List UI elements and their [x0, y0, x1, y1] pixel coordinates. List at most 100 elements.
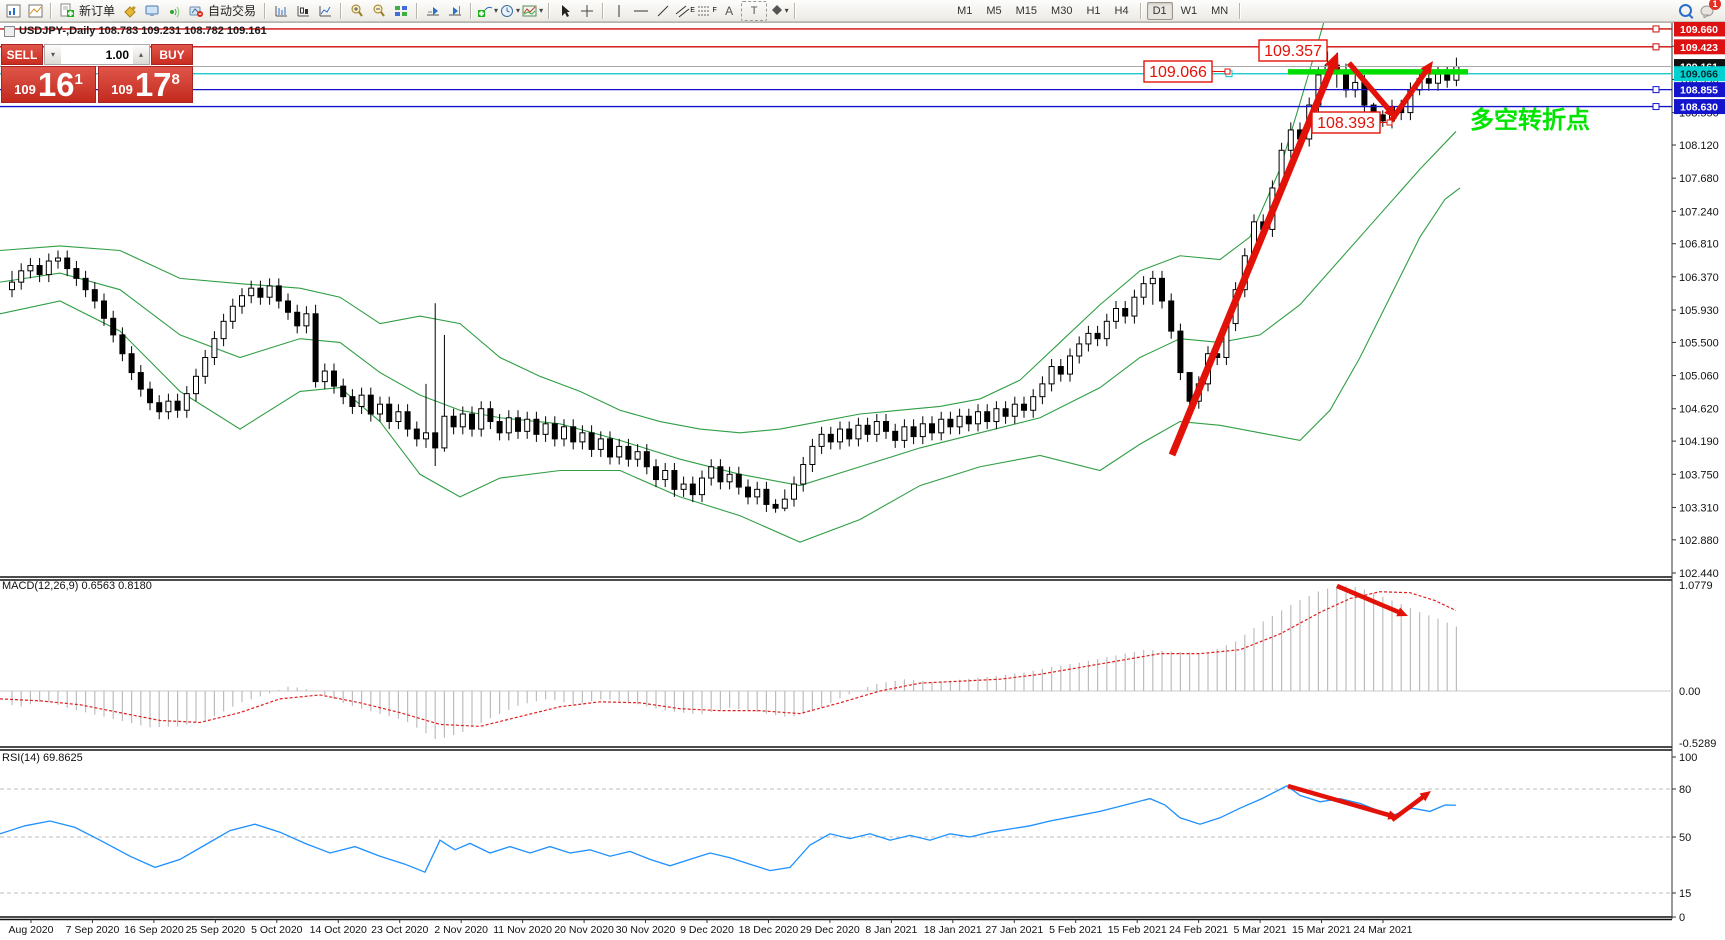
text-button[interactable]: A: [725, 3, 734, 18]
volume-down-button[interactable]: ▾: [45, 45, 61, 64]
svg-text:106.370: 106.370: [1679, 272, 1719, 284]
text-label-button[interactable]: T: [741, 0, 768, 21]
svg-text:1.0779: 1.0779: [1679, 580, 1713, 592]
trendline-button[interactable]: [653, 2, 673, 20]
templates-button[interactable]: ▾: [522, 2, 543, 20]
cursor-button[interactable]: [555, 2, 575, 20]
tf-h1[interactable]: H1: [1086, 4, 1101, 17]
bollinger-bands: [0, 23, 1461, 543]
separator: [470, 2, 473, 19]
svg-text:27 Jan 2021: 27 Jan 2021: [985, 924, 1043, 936]
buy-price[interactable]: 109 17 8: [98, 66, 193, 103]
notifications-icon[interactable]: 1: [1697, 0, 1721, 20]
date-axis[interactable]: Aug 2020 7 Sep 2020 16 Sep 2020 25 Sep 2020…: [9, 919, 1413, 937]
svg-text:103.310: 103.310: [1679, 502, 1719, 514]
svg-text:100: 100: [1679, 752, 1697, 764]
chart-line-icon[interactable]: [315, 2, 335, 20]
separator: [50, 2, 52, 19]
new-order-button[interactable]: [57, 2, 77, 20]
volume-up-button[interactable]: ▴: [133, 45, 149, 64]
rsi-label: RSI(14) 69.8625: [2, 752, 83, 764]
svg-text:2 Nov 2020: 2 Nov 2020: [434, 924, 488, 936]
tf-mn[interactable]: MN: [1211, 4, 1229, 17]
toolbar: 新订单 自动交易 ▾: [0, 0, 1725, 22]
svg-text:29 Dec 2020: 29 Dec 2020: [800, 924, 860, 936]
new-order-label[interactable]: 新订单: [79, 4, 116, 18]
svg-text:30 Nov 2020: 30 Nov 2020: [616, 924, 676, 936]
sell-button[interactable]: SELL: [1, 44, 43, 65]
svg-text:Aug 2020: Aug 2020: [9, 924, 54, 936]
auto-trading-icon[interactable]: [186, 2, 206, 20]
symbol-ohlc-line: USDJPY-,Daily 108.783 109.231 108.782 10…: [4, 25, 267, 37]
chart-profile-icon[interactable]: [25, 2, 45, 20]
fibonacci-button[interactable]: F: [698, 6, 717, 15]
tf-h4[interactable]: H4: [1114, 4, 1129, 17]
svg-text:14 Oct 2020: 14 Oct 2020: [310, 924, 367, 936]
svg-text:107.240: 107.240: [1679, 206, 1719, 218]
svg-text:5 Oct 2020: 5 Oct 2020: [251, 924, 303, 936]
shapes-button[interactable]: ▾: [769, 2, 789, 20]
chart-shift-icon[interactable]: [445, 2, 465, 20]
vertical-line-button[interactable]: [609, 2, 629, 20]
svg-text:25 Sep 2020: 25 Sep 2020: [186, 924, 246, 936]
red-arrow: [1388, 61, 1433, 123]
separator: [340, 2, 343, 19]
cn-annotation-text: 多空转折点: [1470, 106, 1590, 134]
svg-text:105.500: 105.500: [1679, 337, 1719, 349]
annotations: 109.357 109.066 108.393 多空转折点: [1143, 39, 1590, 822]
separator: [1239, 2, 1242, 19]
one-click-trading-panel: SELL ▾ ▴ BUY 109 16 1 109 17 8: [1, 44, 193, 103]
auto-scroll-icon[interactable]: [423, 2, 443, 20]
svg-text:0: 0: [1679, 912, 1685, 924]
svg-text:11 Nov 2020: 11 Nov 2020: [493, 924, 552, 936]
svg-text:16 Sep 2020: 16 Sep 2020: [124, 924, 184, 936]
svg-text:9 Dec 2020: 9 Dec 2020: [680, 924, 734, 936]
svg-text:23 Oct 2020: 23 Oct 2020: [371, 924, 428, 936]
tf-m1[interactable]: M1: [957, 4, 973, 17]
price-axis[interactable]: 109.430108.990108.550108.120107.680107.2…: [1672, 21, 1725, 924]
svg-text:109.660: 109.660: [1680, 24, 1718, 36]
svg-text:107.680: 107.680: [1679, 173, 1719, 185]
volume-input[interactable]: [61, 45, 133, 64]
svg-text:108.393: 108.393: [1317, 115, 1375, 132]
svg-text:105.060: 105.060: [1679, 371, 1719, 383]
chart-candles-icon[interactable]: [293, 2, 313, 20]
broadcast-icon[interactable]: [164, 2, 184, 20]
horizontal-line-button[interactable]: [631, 2, 651, 20]
svg-text:104.190: 104.190: [1679, 436, 1719, 448]
zoom-out-button[interactable]: [369, 2, 389, 20]
periods-button[interactable]: ▾: [500, 2, 520, 20]
crosshair-button[interactable]: [577, 2, 597, 20]
auto-trading-label[interactable]: 自动交易: [208, 4, 257, 18]
red-arrow: [1390, 791, 1431, 822]
svg-text:5 Feb 2021: 5 Feb 2021: [1049, 924, 1102, 936]
svg-text:20 Nov 2020: 20 Nov 2020: [554, 924, 614, 936]
tf-w1[interactable]: W1: [1180, 4, 1198, 17]
sell-price[interactable]: 109 16 1: [1, 66, 96, 103]
equidistant-channel-button[interactable]: E: [675, 2, 695, 20]
zoom-in-button[interactable]: [347, 2, 367, 20]
svg-text:102.440: 102.440: [1679, 568, 1719, 580]
indicators-button[interactable]: ▾: [477, 2, 498, 20]
buy-button[interactable]: BUY: [151, 44, 193, 65]
svg-text:8 Jan 2021: 8 Jan 2021: [865, 924, 917, 936]
monitor-icon[interactable]: [142, 2, 162, 20]
separator: [416, 2, 419, 19]
tf-m30[interactable]: M30: [1051, 4, 1073, 17]
tf-d1[interactable]: D1: [1146, 1, 1173, 20]
tf-m5[interactable]: M5: [986, 4, 1002, 17]
svg-text:109.066: 109.066: [1680, 69, 1718, 81]
chart-bars-icon[interactable]: [271, 2, 291, 20]
tf-m15[interactable]: M15: [1015, 4, 1038, 17]
tile-windows-icon[interactable]: [391, 2, 411, 20]
svg-text:103.750: 103.750: [1679, 469, 1719, 481]
chart-window-icon[interactable]: [3, 2, 23, 20]
svg-text:109.066: 109.066: [1149, 64, 1207, 81]
search-icon[interactable]: [1675, 2, 1695, 20]
svg-text:50: 50: [1679, 832, 1691, 844]
svg-text:5 Mar 2021: 5 Mar 2021: [1234, 924, 1287, 936]
paint-bucket-icon[interactable]: [120, 2, 140, 20]
svg-text:108.120: 108.120: [1679, 140, 1719, 152]
red-arrow: [1168, 52, 1339, 457]
